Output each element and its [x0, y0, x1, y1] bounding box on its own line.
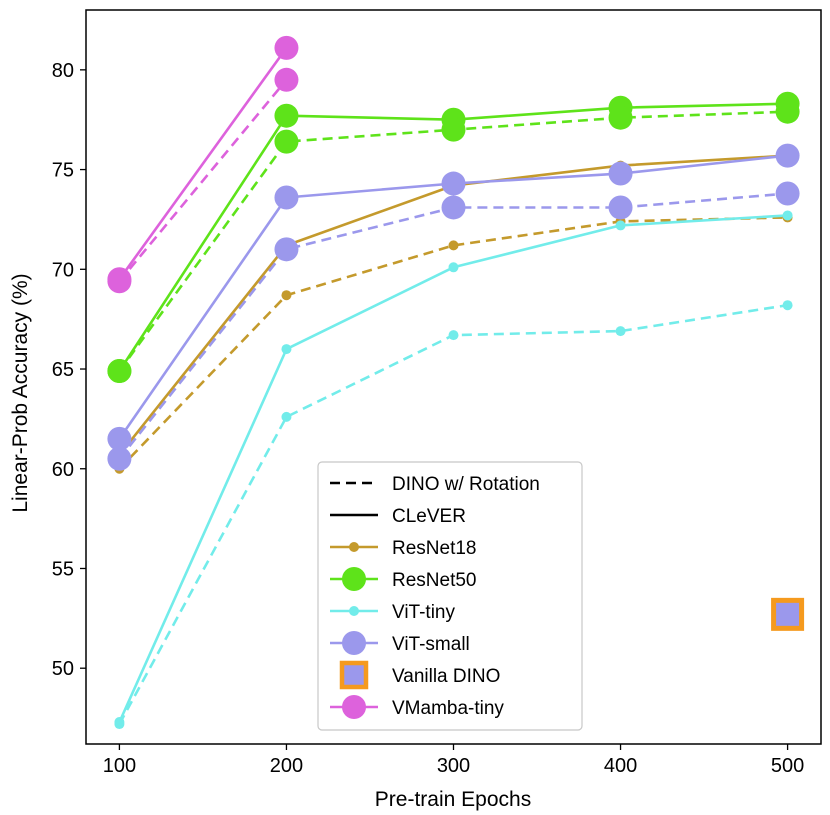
vit-tiny-clever-point: [281, 344, 292, 355]
legend-handle-marker-resnet50: [342, 567, 366, 591]
legend: DINO w/ Rotation CLeVER ResNet18 ResNet50 Vi…: [317, 461, 583, 731]
x-tick-label: 500: [771, 755, 804, 777]
legend-handle-marker-resnet18: [349, 542, 359, 552]
legend-label: ResNet50: [392, 570, 477, 591]
resnet18-dino-w-rotation-point: [448, 240, 459, 251]
vit-small-dino-w-rotation-point: [274, 237, 299, 262]
y-tick-label: 65: [52, 359, 74, 381]
y-tick-label: 50: [52, 658, 74, 680]
resnet50-dino-w-rotation-point: [441, 117, 466, 142]
legend-label: ResNet18: [392, 538, 477, 559]
vit-small-dino-w-rotation-line: [118, 192, 788, 460]
y-tick-label: 70: [52, 259, 74, 281]
legend-handle-marker-vmamba-tiny: [342, 695, 366, 719]
x-axis-label: Pre-train Epochs: [375, 788, 531, 811]
legend-box: [317, 461, 583, 731]
legend-handle-marker-vit-small: [342, 631, 366, 655]
vit-small-dino-w-rotation-point: [775, 181, 800, 206]
vit-tiny-dino-w-rotation-point: [782, 300, 793, 311]
vit-tiny-dino-w-rotation-point: [448, 330, 459, 341]
vmamba-tiny-dino-w-rotation-line: [118, 78, 288, 283]
vmamba-tiny-dino-w-rotation-point: [274, 67, 299, 92]
vit-small-dino-w-rotation-point: [441, 195, 466, 220]
x-tick-label: 300: [437, 755, 470, 777]
vit-small-clever-point: [775, 143, 800, 168]
legend-label: ViT-small: [392, 634, 470, 655]
resnet18-dino-w-rotation-line: [118, 216, 788, 470]
vmamba-tiny-dino-w-rotation-point: [107, 269, 132, 294]
plot-frame: [85, 9, 822, 745]
vit-tiny-dino-w-rotation-point: [114, 719, 125, 730]
x-tick-label: 200: [270, 755, 303, 777]
vit-tiny-clever-point: [782, 210, 793, 221]
resnet50-dino-w-rotation-point: [107, 359, 132, 384]
vit-small-clever-point: [441, 171, 466, 196]
resnet50-clever-point: [274, 103, 299, 128]
vit-small-clever-point: [274, 185, 299, 210]
resnet50-dino-w-rotation-point: [608, 105, 633, 130]
vit-small-clever-point: [107, 426, 132, 451]
legend-label: ViT-tiny: [392, 602, 456, 623]
x-tick-label: 100: [103, 755, 136, 777]
resnet50-dino-w-rotation-point: [274, 129, 299, 154]
vit-small-dino-w-rotation-point: [608, 195, 633, 220]
vit-tiny-clever-point: [615, 220, 626, 231]
vmamba-tiny-clever-line: [118, 47, 288, 281]
legend-handle-vanilla-dino: [339, 660, 369, 690]
vit-small-clever-point: [608, 161, 633, 186]
vit-tiny-dino-w-rotation-point: [615, 326, 626, 337]
y-tick-label: 80: [52, 60, 74, 82]
vanilla-dino-point: [771, 597, 805, 631]
legend-handle-marker-vit-tiny: [349, 606, 359, 616]
x-tick-label: 400: [604, 755, 637, 777]
vit-small-dino-w-rotation-point: [107, 446, 132, 471]
vmamba-tiny-clever-point: [274, 35, 299, 60]
legend-label: DINO w/ Rotation: [392, 474, 540, 495]
legend-label: VMamba-tiny: [392, 698, 504, 719]
y-axis-label: Linear-Prob Accuracy (%): [9, 273, 32, 512]
resnet18-dino-w-rotation-point: [281, 290, 292, 301]
legend-label: CLeVER: [392, 506, 466, 527]
y-tick-label: 55: [52, 558, 74, 580]
y-tick-label: 75: [52, 160, 74, 182]
y-tick-label: 60: [52, 459, 74, 481]
resnet50-dino-w-rotation-point: [775, 99, 800, 124]
legend-label: Vanilla DINO: [392, 666, 500, 687]
vit-tiny-clever-point: [448, 262, 459, 273]
vit-tiny-dino-w-rotation-point: [281, 411, 292, 422]
